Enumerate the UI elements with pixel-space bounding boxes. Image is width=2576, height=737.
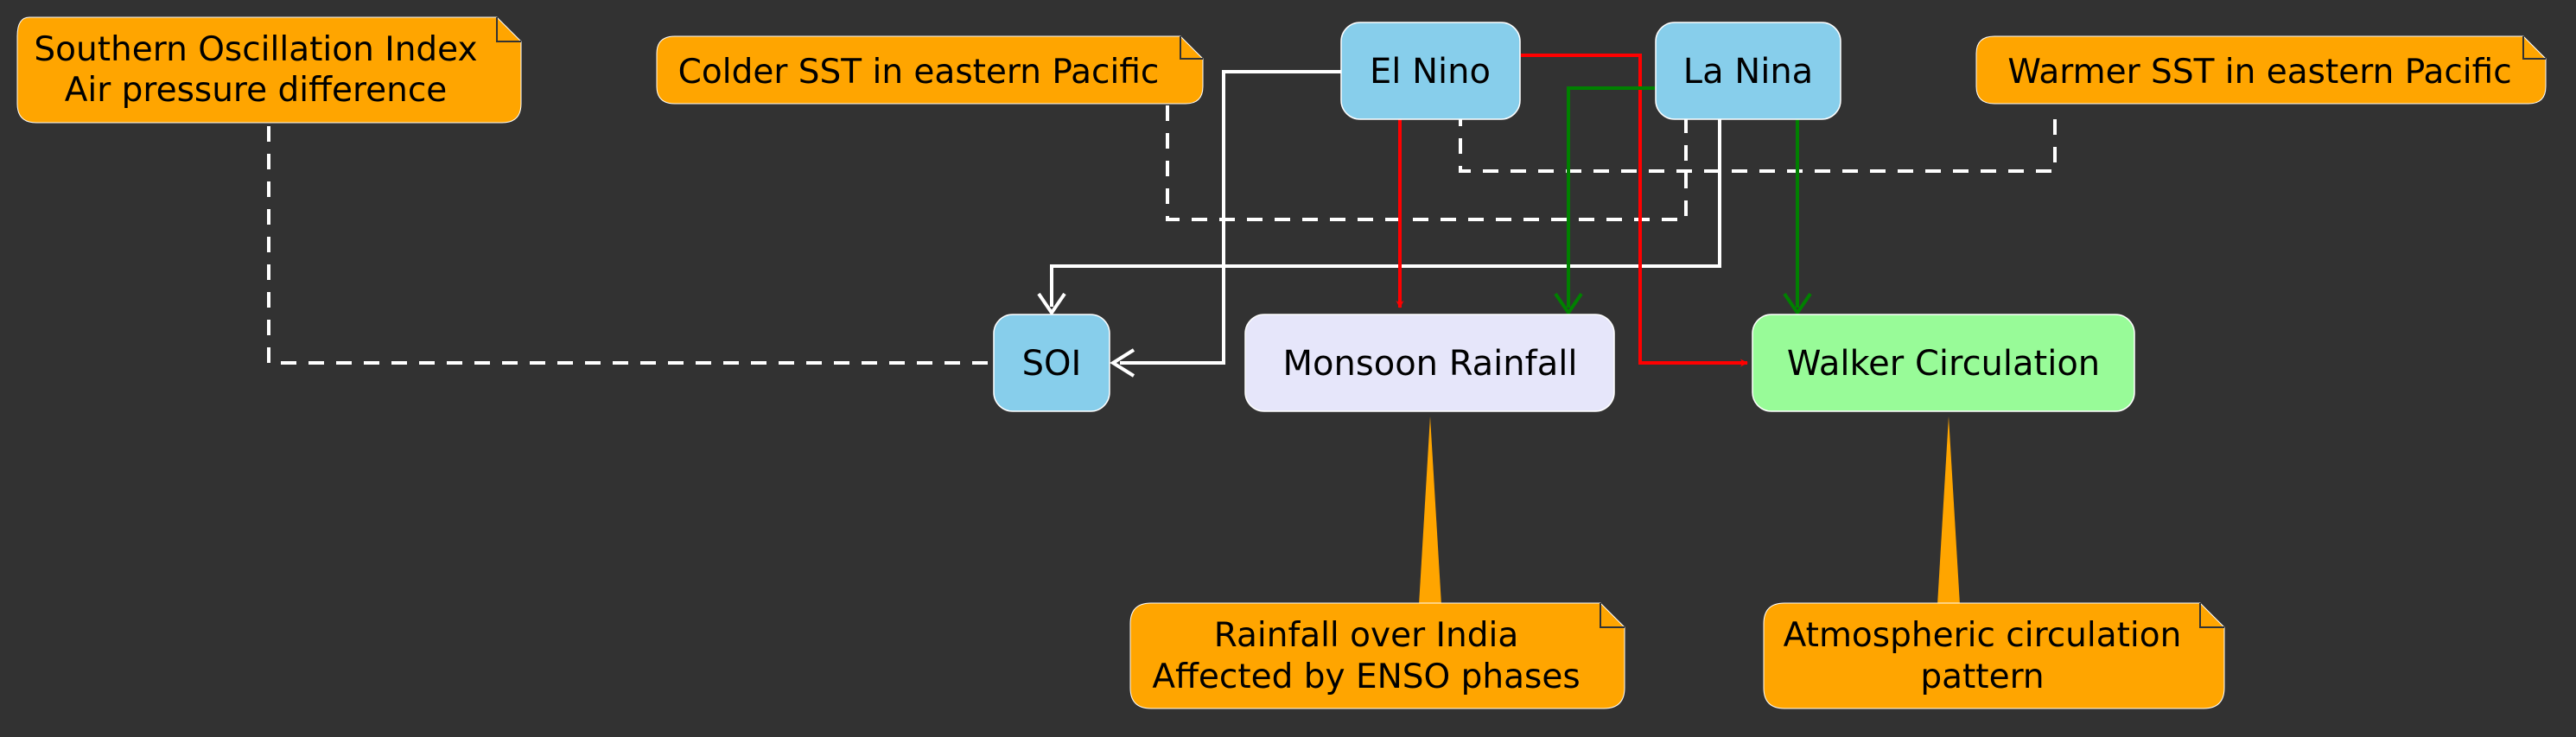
soi-note-connector xyxy=(267,126,994,365)
node-la-nina[interactable]: La Nina xyxy=(1655,22,1841,120)
arrowhead-la-nina-to-walker xyxy=(1783,292,1812,316)
la-nina-note-line-1: Warmer SST in eastern Pacific xyxy=(2007,53,2511,92)
el-nino-note: Colder SST in eastern Pacific xyxy=(656,35,1204,105)
monsoon-note: Rainfall over India Affected by ENSO pha… xyxy=(1129,416,1625,709)
arrowhead-el-nino-to-soi xyxy=(1110,348,1135,378)
walker-note-line-2: pattern xyxy=(1920,658,2044,696)
edge-la-nina-to-monsoon xyxy=(1567,86,1655,308)
walker-label: Walker Circulation xyxy=(1787,344,2100,384)
node-walker-circulation[interactable]: Walker Circulation xyxy=(1752,314,2135,412)
edge-la-nina-to-soi xyxy=(1050,119,1721,307)
el-nino-note-line-1: Colder SST in eastern Pacific xyxy=(678,53,1160,92)
edges xyxy=(1037,54,1812,378)
monsoon-note-line-1: Rainfall over India xyxy=(1214,616,1518,655)
walker-note: Atmospheric circulation pattern xyxy=(1763,416,2225,709)
la-nina-label: La Nina xyxy=(1683,52,1813,92)
soi-note-line-2: Air pressure difference xyxy=(65,71,448,110)
la-nina-note: Warmer SST in eastern Pacific xyxy=(1975,35,2547,105)
arrowhead-la-nina-to-monsoon xyxy=(1554,292,1583,316)
soi-label: SOI xyxy=(1022,344,1082,384)
node-soi[interactable]: SOI xyxy=(993,314,1110,412)
monsoon-note-line-2: Affected by ENSO phases xyxy=(1152,658,1580,696)
node-el-nino[interactable]: El Nino xyxy=(1340,22,1521,120)
la-nina-note-connector xyxy=(1459,119,2057,173)
monsoon-note-pointer xyxy=(1419,416,1441,605)
note-connectors xyxy=(267,105,2057,365)
el-nino-label: El Nino xyxy=(1370,52,1491,92)
soi-note: Southern Oscillation Index Air pressure … xyxy=(16,16,522,124)
walker-note-line-1: Atmospheric circulation xyxy=(1784,616,2182,655)
node-monsoon-rainfall[interactable]: Monsoon Rainfall xyxy=(1244,314,1615,412)
el-nino-note-connector xyxy=(1166,105,1688,221)
edge-el-nino-to-walker xyxy=(1521,54,1748,367)
arrowhead-la-nina-to-soi xyxy=(1037,292,1066,316)
monsoon-label: Monsoon Rainfall xyxy=(1283,344,1578,384)
walker-note-pointer xyxy=(1937,416,1960,605)
soi-note-line-1: Southern Oscillation Index xyxy=(34,30,477,69)
edge-el-nino-to-soi xyxy=(1120,70,1341,365)
